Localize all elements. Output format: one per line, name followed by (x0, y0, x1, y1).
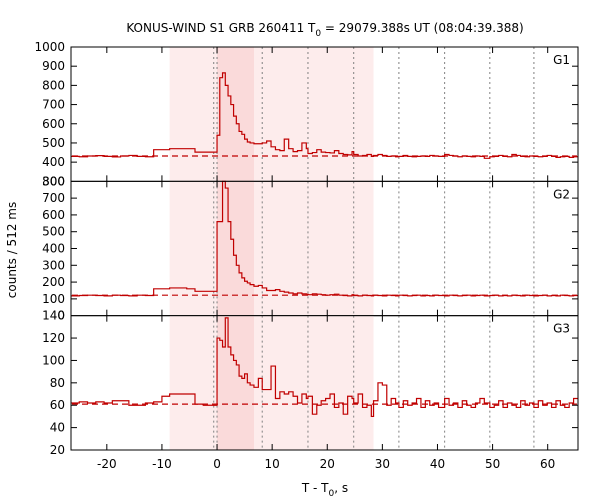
y-tick-label: 800 (42, 174, 65, 188)
x-tick-label: -10 (152, 457, 172, 471)
y-tick-label: 100 (42, 353, 65, 367)
y-tick-label: 500 (42, 136, 65, 150)
y-tick-label: 100 (42, 292, 65, 306)
y-tick-label: 600 (42, 117, 65, 131)
y-tick-label: 400 (42, 155, 65, 169)
x-tick-label: 50 (485, 457, 500, 471)
shaded-region-burst-interval-light (169, 47, 374, 181)
shaded-region-burst-peak-dark (217, 181, 254, 316)
x-tick-label: 40 (430, 457, 445, 471)
y-tick-label: 120 (42, 331, 65, 345)
y-tick-label: 600 (42, 208, 65, 222)
light-curve-g3 (71, 317, 578, 418)
light-curve-g2 (71, 180, 578, 297)
y-axis-label: counts / 512 ms (5, 202, 19, 298)
y-tick-label: 20 (50, 443, 65, 457)
panel-g1: 300 400 500 600 700 800 900 1000 G1 (34, 40, 579, 188)
panel-label-g2: G2 (553, 187, 570, 201)
light-curve-g1 (71, 72, 578, 159)
shaded-region-burst-peak-dark (217, 47, 254, 181)
x-tick-label: 30 (375, 457, 390, 471)
x-tick-label: -20 (97, 457, 117, 471)
shaded-region-burst-interval-light (169, 181, 374, 316)
x-tick-label: 10 (265, 457, 280, 471)
y-tick-label: 60 (50, 398, 65, 412)
x-axis-label: T - T0, s (301, 481, 348, 499)
y-tick-label: 300 (42, 174, 65, 188)
x-tick-label: 0 (213, 457, 221, 471)
panel-label-g1: G1 (553, 53, 570, 67)
y-tick-label: 900 (42, 59, 65, 73)
y-tick-label: 500 (42, 225, 65, 239)
y-tick-label: 140 (42, 309, 65, 323)
y-tick-label: 700 (42, 98, 65, 112)
y-tick-label: 1000 (34, 40, 65, 54)
x-tick-label: 60 (540, 457, 555, 471)
y-tick-label: 700 (42, 191, 65, 205)
panel-g2: 0 100 200 300 400 500 600 700 800 G2 (42, 174, 579, 323)
y-tick-label: 0 (57, 309, 65, 323)
panel-label-g3: G3 (553, 322, 570, 336)
y-tick-label: 200 (42, 275, 65, 289)
y-tick-label: 800 (42, 78, 65, 92)
y-tick-label: 80 (50, 376, 65, 390)
y-tick-label: 300 (42, 258, 65, 272)
y-tick-label: 40 (50, 421, 65, 435)
panel-g3: 20 40 60 80 100 120 140 G3 (42, 309, 579, 457)
x-tick-label: 20 (320, 457, 335, 471)
page-title: KONUS-WIND S1 GRB 260411 T0 = 29079.388s… (126, 21, 523, 39)
panels-group: 3004005006007008009001000G10100200300400… (34, 40, 579, 471)
y-tick-label: 400 (42, 242, 65, 256)
